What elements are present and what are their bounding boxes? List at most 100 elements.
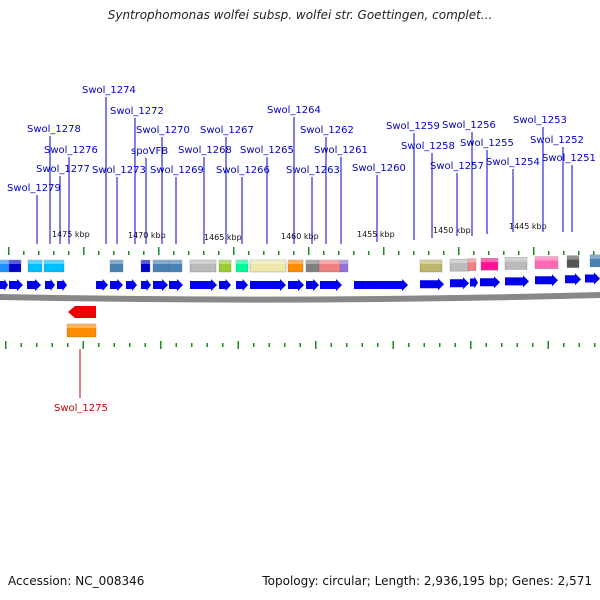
- tick-mark: [98, 251, 100, 255]
- tick-mark: [129, 343, 131, 347]
- tick-mark: [113, 251, 115, 255]
- tick-mark: [594, 343, 596, 347]
- gene-label-swol_1255: Swol_1255: [460, 138, 514, 149]
- forward-gene-arrow: [45, 279, 55, 291]
- tick-mark: [439, 343, 441, 347]
- cog-box: [339, 259, 349, 273]
- tick-mark: [53, 251, 55, 255]
- tick-mark: [222, 343, 224, 347]
- scale-ticks-bottom: [5, 341, 596, 349]
- gene-label-swol_1267: Swol_1267: [200, 125, 254, 136]
- tick-mark: [284, 343, 286, 347]
- cog-box: [109, 259, 124, 273]
- scale-label: 1455 kbp: [357, 230, 395, 239]
- tick-mark: [377, 343, 379, 347]
- cog-box-highlight: [567, 255, 579, 260]
- scale-ticks-top: [8, 247, 595, 255]
- tick-mark: [191, 343, 193, 347]
- tick-mark: [516, 343, 518, 347]
- tick-mark: [518, 251, 520, 255]
- cog-box-highlight: [28, 260, 42, 264]
- gene-label-swol_1256: Swol_1256: [442, 120, 496, 131]
- gene-label-swol_1278: Swol_1278: [27, 124, 81, 135]
- tick-mark: [143, 251, 145, 255]
- cog-box: [168, 259, 183, 273]
- cog-box-highlight: [535, 256, 558, 261]
- gene-label-swol_1270: Swol_1270: [136, 125, 190, 136]
- cog-box: [534, 256, 559, 269]
- forward-gene-arrow: [306, 279, 319, 291]
- gene-label-swol_1272: Swol_1272: [110, 106, 164, 117]
- forward-gene-arrow: [219, 279, 231, 291]
- forward-gene-arrow: [57, 279, 67, 291]
- cog-box: [504, 257, 528, 270]
- tick-mark: [278, 251, 280, 255]
- accession-text: Accession: NC_008346: [8, 574, 145, 588]
- cog-box-highlight: [306, 260, 319, 264]
- gene-label-swol_1279: Swol_1279: [7, 183, 61, 194]
- tick-mark: [408, 343, 410, 347]
- cog-box-highlight: [340, 260, 348, 264]
- tick-mark: [346, 343, 348, 347]
- tick-mark: [443, 251, 445, 255]
- gene-label-swol_1261: Swol_1261: [314, 145, 368, 156]
- cog-box: [43, 259, 65, 273]
- cog-box: [467, 258, 477, 271]
- map-title: Syntrophomonas wolfei subsp. wolfei str.…: [107, 8, 493, 22]
- forward-gene-arrow: [470, 276, 478, 289]
- cog-box: [480, 258, 499, 271]
- genome-backbone: [0, 292, 600, 303]
- gene-label-swol_1258: Swol_1258: [401, 141, 455, 152]
- cog-box-highlight: [420, 260, 442, 264]
- cog-box: [249, 259, 287, 273]
- gene-label-swol_1274: Swol_1274: [82, 85, 136, 96]
- cog-box-highlight: [0, 260, 9, 264]
- cog-box-highlight: [219, 260, 231, 264]
- tick-mark: [175, 343, 177, 347]
- cog-boxes: [0, 254, 600, 273]
- forward-gene-arrow: [126, 279, 137, 291]
- tick-mark: [501, 343, 503, 347]
- reverse-cog-box: [66, 323, 97, 338]
- cog-box: [27, 259, 43, 273]
- tick-mark: [23, 251, 25, 255]
- tick-mark: [593, 251, 595, 255]
- tick-mark: [361, 343, 363, 347]
- forward-gene-arrow: [420, 278, 444, 291]
- forward-gene-arrow: [505, 275, 529, 288]
- tick-mark: [203, 251, 205, 255]
- cog-box-highlight: [319, 260, 340, 264]
- gene-label-swol_1268: Swol_1268: [178, 145, 232, 156]
- tick-mark: [160, 341, 162, 349]
- cog-box: [218, 259, 232, 273]
- scale-label: 1465 kbp: [204, 233, 242, 242]
- forward-gene-arrow: [288, 279, 304, 291]
- cog-box: [589, 254, 600, 268]
- reverse-gene-arrow: [68, 306, 96, 318]
- tick-mark: [578, 251, 580, 255]
- tick-mark: [67, 343, 69, 347]
- tick-mark: [428, 251, 430, 255]
- cog-box: [140, 259, 151, 273]
- tick-mark: [188, 251, 190, 255]
- forward-gene-arrow: [141, 279, 151, 291]
- forward-gene-arrow: [9, 279, 23, 291]
- gene-label-swol_1257: Swol_1257: [430, 161, 484, 172]
- scale-label: 1475 kbp: [52, 230, 90, 239]
- tick-mark: [98, 343, 100, 347]
- gene-label-swol_1263: Swol_1263: [286, 165, 340, 176]
- forward-gene-arrow: [96, 279, 108, 291]
- cog-box-highlight: [450, 259, 469, 264]
- cog-box-highlight: [288, 260, 303, 264]
- forward-gene-arrow: [190, 279, 217, 291]
- tick-mark: [323, 251, 325, 255]
- cog-box-highlight: [169, 260, 182, 264]
- forward-gene-arrow: [0, 279, 8, 291]
- scale-label: 1470 kbp: [128, 231, 166, 240]
- tick-mark: [383, 247, 385, 255]
- tick-mark: [51, 343, 53, 347]
- tick-mark: [563, 343, 565, 347]
- gene-label-swol_1264: Swol_1264: [267, 105, 321, 116]
- tick-mark: [548, 251, 550, 255]
- scale-label: 1445 kbp: [509, 222, 547, 231]
